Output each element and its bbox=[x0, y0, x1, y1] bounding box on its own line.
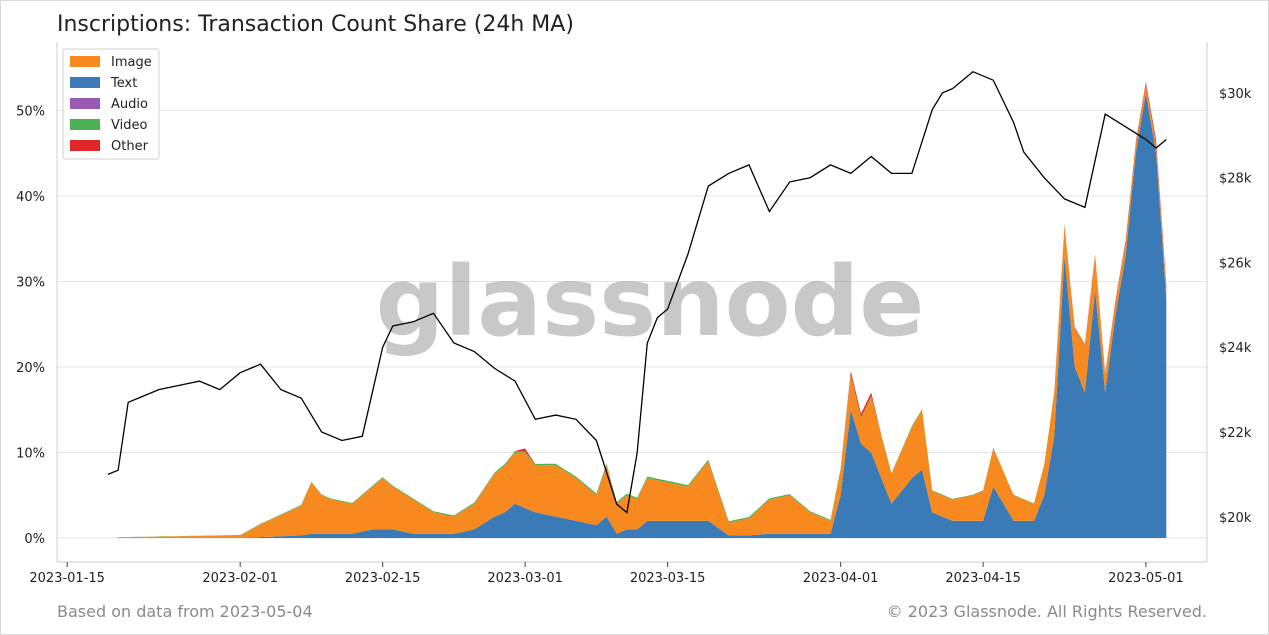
legend-swatch-image bbox=[70, 56, 100, 67]
x-tick-label: 2023-05-01 bbox=[1108, 571, 1184, 586]
legend-label-text: Text bbox=[110, 76, 137, 91]
y-left-tick-label: 0% bbox=[24, 532, 45, 547]
footer-data-note: Based on data from 2023-05-04 bbox=[57, 602, 313, 621]
footer-copyright: © 2023 Glassnode. All Rights Reserved. bbox=[886, 602, 1207, 621]
x-tick-label: 2023-01-15 bbox=[29, 571, 105, 586]
y-left-tick-label: 40% bbox=[16, 190, 45, 205]
area-text bbox=[118, 93, 1167, 539]
y-right-tick-label: $22k bbox=[1219, 426, 1252, 441]
y-right-tick-label: $24k bbox=[1219, 341, 1252, 356]
legend-swatch-audio bbox=[70, 98, 100, 109]
x-tick-label: 2023-04-01 bbox=[803, 571, 879, 586]
y-right-tick-label: $28k bbox=[1219, 172, 1252, 187]
watermark: glassnode bbox=[376, 246, 925, 358]
x-tick-label: 2023-04-15 bbox=[945, 571, 1021, 586]
y-left-tick-label: 50% bbox=[16, 104, 45, 119]
legend-label-video: Video bbox=[111, 118, 147, 133]
y-left-tick-label: 20% bbox=[16, 361, 45, 376]
legend-label-audio: Audio bbox=[111, 97, 148, 112]
legend-label-other: Other bbox=[111, 139, 149, 154]
legend-box bbox=[62, 48, 160, 160]
x-tick-label: 2023-03-15 bbox=[630, 571, 706, 586]
legend-swatch-text bbox=[70, 77, 100, 88]
y-right-tick-label: $30k bbox=[1219, 87, 1252, 102]
legend-swatch-video bbox=[70, 119, 100, 130]
y-right-tick-label: $20k bbox=[1219, 511, 1252, 526]
y-left-tick-label: 30% bbox=[16, 275, 45, 290]
y-right-tick-label: $26k bbox=[1219, 256, 1252, 271]
x-tick-label: 2023-02-01 bbox=[202, 571, 278, 586]
x-tick-label: 2023-02-15 bbox=[345, 571, 421, 586]
legend-swatch-other bbox=[70, 140, 100, 151]
legend-label-image: Image bbox=[111, 55, 152, 70]
y-left-tick-label: 10% bbox=[16, 446, 45, 461]
price-line bbox=[107, 70, 1167, 514]
x-tick-label: 2023-03-01 bbox=[487, 571, 563, 586]
chart-title: Inscriptions: Transaction Count Share (2… bbox=[57, 12, 574, 37]
